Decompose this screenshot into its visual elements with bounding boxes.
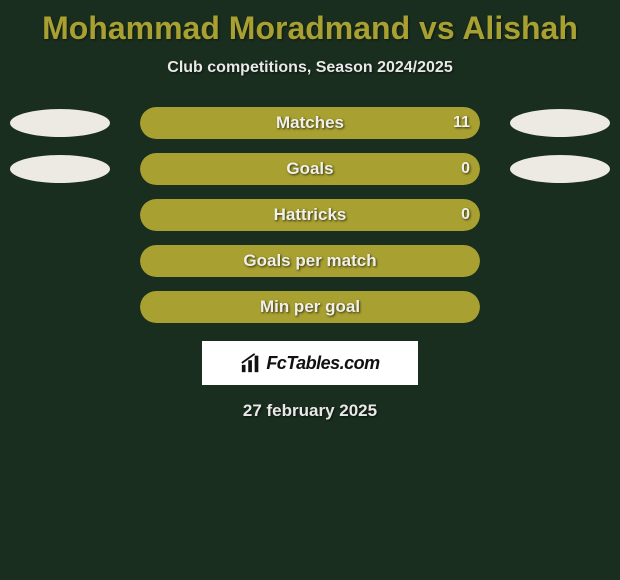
logo-text: FcTables.com [266, 353, 379, 374]
stat-row: Goals per match [0, 245, 620, 277]
bar-track [140, 199, 480, 231]
bar-fill [140, 291, 480, 323]
stats-rows: Matches11 Goals0 Hattricks0 Goals per match… [0, 107, 620, 323]
bar-track [140, 291, 480, 323]
bar-track [140, 153, 480, 185]
bar-fill [140, 245, 480, 277]
bar-track [140, 245, 480, 277]
subtitle: Club competitions, Season 2024/2025 [0, 59, 620, 77]
logo-box: FcTables.com [202, 341, 418, 385]
player-right-ellipse [510, 109, 610, 137]
bar-fill [140, 153, 480, 185]
stat-row: Goals0 [0, 153, 620, 185]
player-right-ellipse [510, 155, 610, 183]
player-left-ellipse [10, 155, 110, 183]
bar-fill [140, 199, 480, 231]
stat-row: Min per goal [0, 291, 620, 323]
stat-row: Matches11 [0, 107, 620, 139]
page-title: Mohammad Moradmand vs Alishah [0, 0, 620, 47]
stat-row: Hattricks0 [0, 199, 620, 231]
player-left-ellipse [10, 109, 110, 137]
date-text: 27 february 2025 [0, 401, 620, 421]
bar-fill [140, 107, 480, 139]
chart-icon [240, 352, 262, 374]
bar-track [140, 107, 480, 139]
